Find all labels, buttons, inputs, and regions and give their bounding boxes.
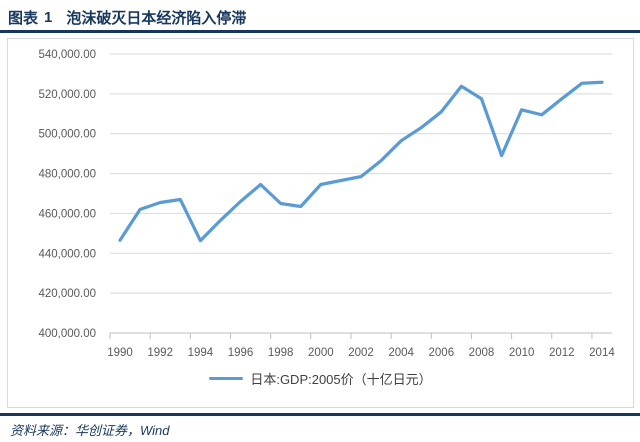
- y-axis-tick-label: 440,000.00: [38, 248, 96, 260]
- legend-series-label: 日本:GDP:2005价（十亿日元）: [250, 372, 432, 387]
- y-axis-tick-label: 460,000.00: [38, 208, 96, 220]
- x-axis-tick-label: 2010: [509, 347, 535, 359]
- x-axis-tick-label: 2004: [388, 347, 414, 359]
- figure-label: 图表: [8, 9, 39, 27]
- chart-legend: 日本:GDP:2005价（十亿日元）: [8, 369, 633, 388]
- x-axis-tick-label: 1996: [228, 347, 254, 359]
- y-axis-tick-label: 420,000.00: [38, 288, 96, 300]
- x-axis-tick-label: 2008: [469, 347, 495, 359]
- figure-title-text: 泡沫破灭日本经济陷入停滞: [66, 9, 247, 27]
- chart-frame: 400,000.00 420,000.00 440,000.00 460,000.00…: [7, 38, 634, 408]
- x-axis-tick-label: 1998: [268, 347, 294, 359]
- x-axis-tick-label: 1994: [188, 347, 214, 359]
- figure-title: 图表 1 泡沫破灭日本经济陷入停滞: [8, 5, 246, 29]
- figure-number: 1: [44, 8, 53, 26]
- x-axis-tick-label: 1990: [107, 347, 133, 359]
- x-axis-tick-label: 2000: [308, 347, 334, 359]
- x-axis-tick-label: 2012: [549, 347, 575, 359]
- data-source-note: 资料来源：华创证券，Wind: [10, 423, 170, 438]
- x-axis-tick-label: 2002: [348, 347, 374, 359]
- gdp-line-chart: 400,000.00 420,000.00 440,000.00 460,000.00…: [38, 49, 615, 359]
- x-axis-tick-label: 2014: [589, 347, 615, 359]
- y-axis-tick-label: 520,000.00: [38, 89, 96, 101]
- y-axis-tick-label: 500,000.00: [38, 129, 96, 141]
- title-divider-rule: [0, 30, 640, 33]
- y-axis-tick-label: 480,000.00: [38, 169, 96, 181]
- x-axis-tick-label: 2006: [429, 347, 455, 359]
- gdp-line-series: [118, 80, 604, 243]
- x-axis-tick-label: 1992: [147, 347, 173, 359]
- y-axis-tick-label: 540,000.00: [38, 49, 96, 61]
- y-axis-tick-label: 400,000.00: [38, 328, 96, 340]
- legend-line-swatch-icon: [209, 377, 244, 380]
- footer-divider-rule: [0, 413, 640, 416]
